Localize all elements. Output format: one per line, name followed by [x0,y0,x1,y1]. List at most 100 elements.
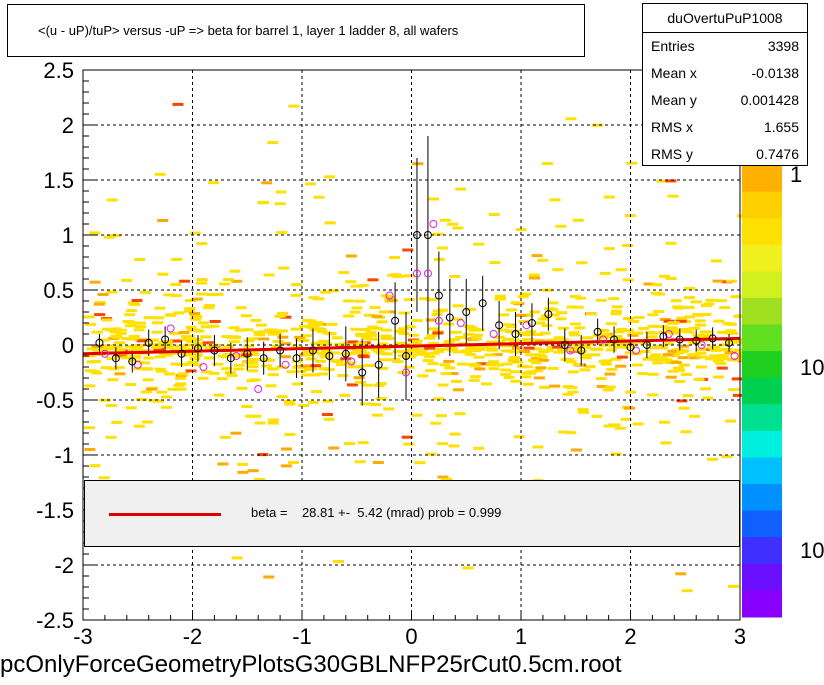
heatmap-cell [638,326,650,330]
magenta-profile-point [423,269,432,278]
heatmap-cell [97,346,109,350]
heatmap-cell [432,331,444,335]
heatmap-cell [673,366,685,370]
heatmap-cell [670,360,682,364]
heatmap-cell [163,293,175,297]
black-profile-point [161,335,170,344]
heatmap-cell [271,332,283,336]
heatmap-cell [637,372,649,376]
heatmap-cell [241,405,253,408]
heatmap-cell [113,365,125,369]
black-profile-point [358,368,367,377]
heatmap-cell [653,310,664,314]
y-tick-label: -1 [54,443,74,468]
magenta-profile-point [434,316,443,325]
heatmap-cell [170,283,182,286]
heatmap-cell [345,280,357,284]
heatmap-cell [567,370,579,374]
magenta-profile-point [429,220,438,228]
stats-box: duOvertuPuP1008 Entries 3398 Mean x -0.0… [642,3,808,166]
heatmap-cell [603,195,615,199]
heatmap-cell [494,294,506,298]
heatmap-cell [353,365,364,369]
stats-key: Mean x [651,65,697,81]
stats-row-rms-y: RMS y 0.7476 [651,146,799,172]
heatmap-cell [624,345,635,349]
heatmap-cell [92,348,104,352]
heatmap-cell [507,344,519,348]
heatmap-cell [655,344,667,348]
heatmap-cell [626,161,638,165]
heatmap-cell [727,358,739,362]
heatmap-cell [700,387,711,391]
stats-row-rms-x: RMS x 1.655 [651,119,799,145]
heatmap-cell [321,352,333,356]
heatmap-cell [324,175,336,179]
heatmap-cell [125,383,137,386]
heatmap-cell [140,390,152,394]
heatmap-cell [676,350,688,353]
heatmap-cell [443,322,455,326]
heatmap-cell [488,213,500,216]
heatmap-cell [606,367,618,371]
heatmap-cell [622,278,634,282]
black-profile-point [708,334,717,343]
heatmap-cell [556,311,568,315]
heatmap-cell [644,357,656,361]
heatmap-cell [443,359,455,363]
heatmap-cell [411,339,423,343]
heatmap-cell [568,331,580,335]
heatmap-cell [535,366,547,370]
heatmap-cell [620,417,632,421]
heatmap-cell [189,312,201,315]
heatmap-cell [718,353,730,357]
heatmap-cell [290,327,302,331]
heatmap-cell [602,388,614,392]
title-box: <(u - uP)/tuP> versus -uP => beta for ba… [7,4,585,57]
heatmap-cell [447,222,459,226]
heatmap-cell [354,299,366,303]
heatmap-cell [182,353,194,357]
heatmap-cell [537,358,549,362]
heatmap-cell [710,259,722,263]
heatmap-cell [560,357,572,361]
heatmap-cell [278,266,290,270]
heatmap-cell [433,397,445,401]
heatmap-cell [323,417,335,421]
heatmap-cell [380,328,392,332]
heatmap-cell [274,202,286,206]
fit-line [82,336,741,356]
heatmap-cell [700,313,712,316]
heatmap-cell [414,350,426,354]
heatmap-cell [533,376,545,380]
heatmap-cell [313,297,325,301]
heatmap-cell [449,275,461,278]
heatmap-cell [174,344,186,348]
heatmap-cell [261,181,273,185]
heatmap-cell [233,363,245,367]
heatmap-cell [163,346,175,350]
heatmap-cell [392,350,404,354]
heatmap-cell [371,327,383,330]
heatmap-cell [725,329,737,333]
heatmap-cell [449,338,460,341]
heatmap-cell [317,340,329,344]
heatmap-cell [508,357,520,361]
heatmap-cell [131,299,143,302]
heatmap-cell [695,348,707,352]
z-scale-cell [742,297,782,325]
heatmap-cell [111,335,122,339]
heatmap-cell [376,320,388,324]
heatmap-cell [549,384,561,388]
heatmap-cell [516,331,528,335]
heatmap-cell [675,572,687,576]
heatmap-cell [264,328,276,332]
heatmap-cell [424,355,436,358]
heatmap-cell [228,335,240,339]
x-tick-label: -1 [292,624,312,649]
heatmap-cell [236,386,248,390]
heatmap-cell [437,383,449,387]
heatmap-cell [650,291,662,295]
heatmap-cell [677,356,689,360]
heatmap-cell [309,373,321,377]
